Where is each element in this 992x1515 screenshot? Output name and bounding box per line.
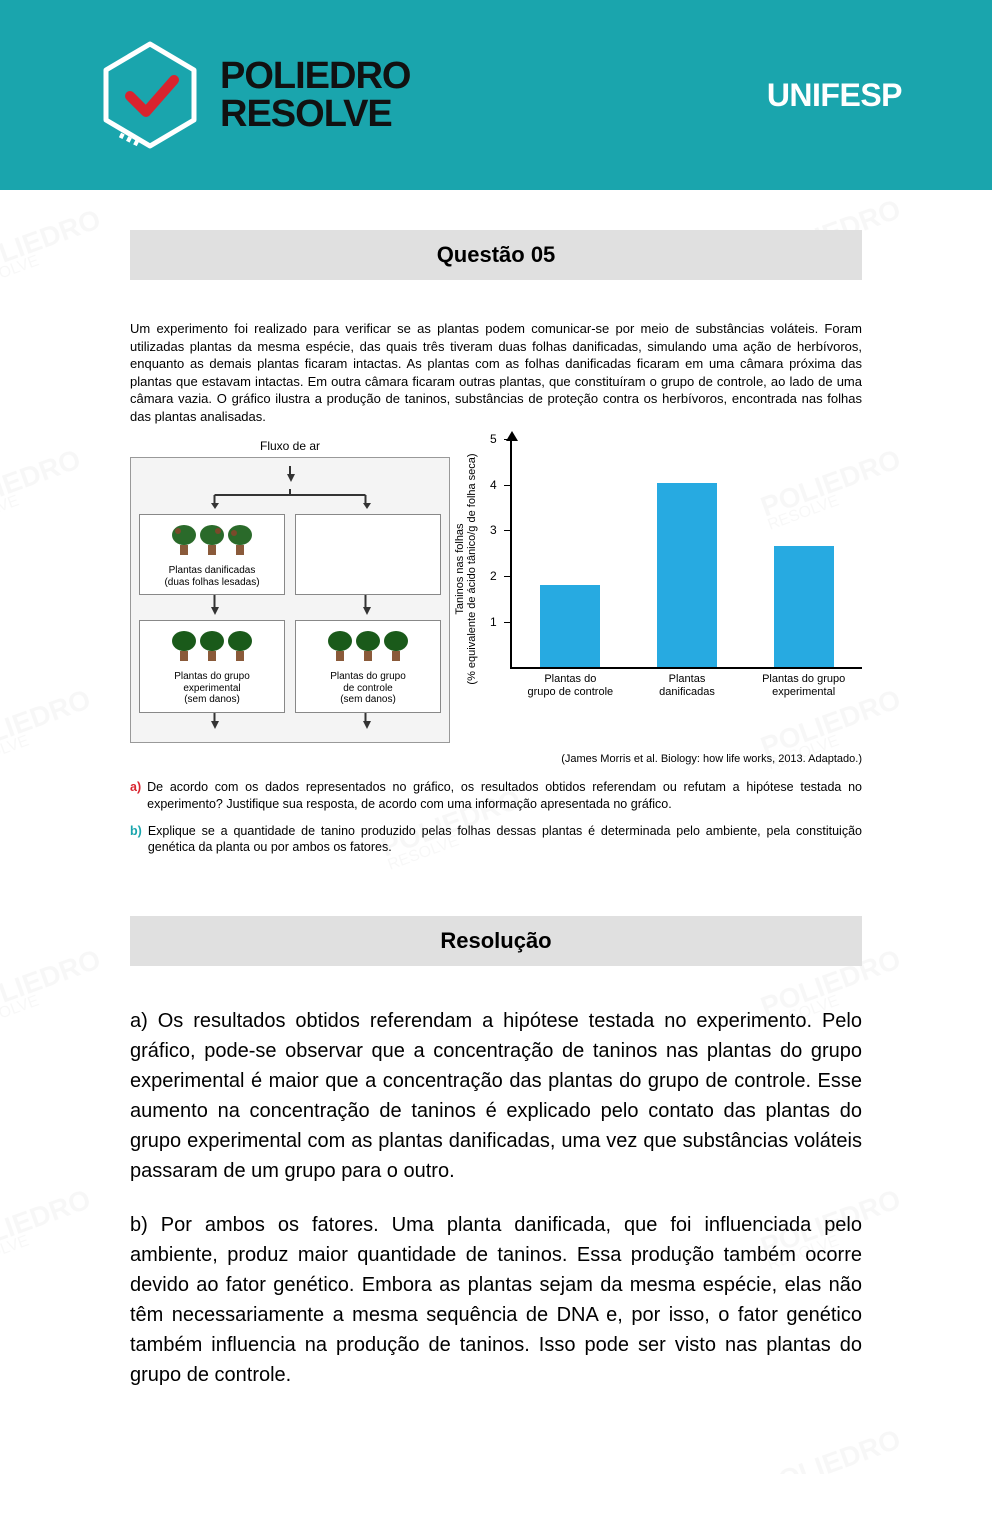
question-intro: Um experimento foi realizado para verifi… (130, 320, 862, 425)
y-tick-label: 5 (490, 432, 497, 446)
sub-b-text: Explique se a quantidade de tanino produ… (148, 823, 862, 857)
y-tick-label: 1 (490, 615, 497, 629)
diagram-row-bottom: Plantas do grupo experimental (sem danos… (139, 620, 441, 713)
x-category-label: Plantas do grupo experimental (749, 673, 859, 698)
cell-experimental-label: Plantas do grupo experimental (sem danos… (174, 671, 250, 706)
sub-a-text: De acordo com os dados representados no … (147, 779, 862, 813)
diagram-box: Plantas danificadas (duas folhas lesadas… (130, 457, 450, 743)
brand-line2: RESOLVE (220, 95, 410, 133)
y-tick-label: 2 (490, 569, 497, 583)
cell-experimental: Plantas do grupo experimental (sem danos… (139, 620, 285, 713)
flow-down-arrows (139, 595, 441, 615)
chart-bar (657, 483, 717, 668)
brand-text: POLIEDRO RESOLVE (220, 57, 410, 133)
chart-citation: (James Morris et al. Biology: how life w… (130, 753, 862, 765)
sub-question-b: b) Explique se a quantidade de tanino pr… (130, 823, 862, 857)
chart-ylabel: Taninos nas folhas (% equivalente de áci… (454, 449, 478, 689)
flow-exit-arrows (139, 713, 441, 729)
y-tick (504, 622, 512, 623)
x-category-label: Plantas danificadas (632, 673, 742, 698)
cell-control-label: Plantas do grupo de controle (sem danos) (330, 671, 406, 706)
diagram-flow-title: Fluxo de ar (130, 439, 450, 453)
resolution-title: Resolução (130, 916, 862, 966)
sub-a-label: a) (130, 779, 141, 813)
figures-row: Fluxo de ar (130, 439, 862, 743)
y-tick-label: 4 (490, 478, 497, 492)
resolution-block: Resolução a) Os resultados obtidos refer… (130, 916, 862, 1390)
x-category-label: Plantas do grupo de controle (515, 673, 625, 698)
flow-entry-arrow (139, 466, 441, 484)
page-content: Questão 05 Um experimento foi realizado … (0, 190, 992, 1474)
cell-empty (295, 514, 441, 595)
plants-icon (170, 627, 254, 667)
sub-b-label: b) (130, 823, 142, 857)
answer-b: b) Por ambos os fatores. Uma planta dani… (130, 1210, 862, 1390)
chart-bar (774, 546, 834, 667)
brand-logo-group: POLIEDRO RESOLVE (100, 40, 410, 150)
chart-bar (540, 585, 600, 667)
y-tick (504, 485, 512, 486)
hexagon-check-icon (100, 40, 200, 150)
y-tick (504, 530, 512, 531)
brand-line1: POLIEDRO (220, 57, 410, 95)
diagram-row-top: Plantas danificadas (duas folhas lesadas… (139, 514, 441, 595)
sub-question-a: a) De acordo com os dados representados … (130, 779, 862, 813)
cell-control: Plantas do grupo de controle (sem danos) (295, 620, 441, 713)
plants-icon (326, 627, 410, 667)
chart-plot-area: 12345Plantas do grupo de controlePlantas… (510, 439, 862, 669)
university-label: UNIFESP (767, 77, 902, 114)
cell-damaged-plants: Plantas danificadas (duas folhas lesadas… (139, 514, 285, 595)
question-title: Questão 05 (130, 230, 862, 280)
page-header: POLIEDRO RESOLVE UNIFESP (0, 0, 992, 190)
plants-icon (170, 521, 254, 561)
flow-split (139, 489, 441, 509)
answer-a: a) Os resultados obtidos referendam a hi… (130, 1006, 862, 1186)
experiment-diagram: Fluxo de ar (130, 439, 450, 743)
y-tick-label: 3 (490, 523, 497, 537)
y-tick (504, 576, 512, 577)
y-tick (504, 439, 512, 440)
cell-damaged-label: Plantas danificadas (duas folhas lesadas… (164, 565, 259, 588)
tannin-bar-chart: Taninos nas folhas (% equivalente de áci… (460, 439, 862, 699)
